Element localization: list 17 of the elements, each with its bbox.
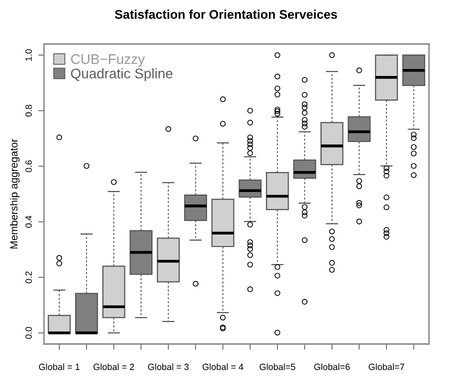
y-tick-label: 0.6 — [25, 160, 32, 172]
x-tick-label: Global = 1 — [39, 363, 80, 370]
y-tick-label: 0.8 — [25, 104, 32, 117]
x-tick-label: Global=5 — [260, 363, 296, 370]
y-tick-label: 0.2 — [25, 272, 32, 284]
y-axis-title: Membership aggregator — [10, 138, 20, 248]
x-tick-label: Global = 3 — [148, 363, 189, 370]
y-tick-label: 0.0 — [25, 326, 32, 339]
legend-label: CUB−Fuzzy — [71, 54, 145, 67]
legend-label: Quadratic Spline — [71, 68, 172, 82]
x-tick-label: Global = 4 — [202, 363, 244, 370]
chart-title: Satisfaction for Orientation Serveices — [114, 10, 337, 19]
y-tick-label: 1.0 — [25, 49, 32, 61]
x-tick-label: Global=6 — [314, 363, 350, 370]
x-tick-label: Global=7 — [368, 363, 404, 370]
x-tick-label: Global = 2 — [94, 363, 134, 370]
y-tick-label: 0.4 — [25, 216, 32, 228]
